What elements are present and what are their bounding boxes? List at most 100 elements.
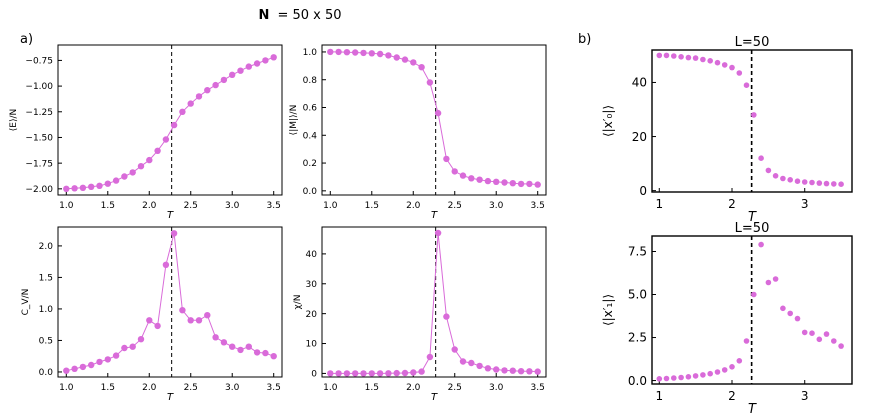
data-point (79, 184, 87, 191)
chart-specific-heat: 1.0 1.5 2.0 2.5 3.0 3.5 0.0 0.5 1.0 1.5 2.0 T C_V/N (21, 226, 283, 403)
data-point (671, 53, 677, 59)
data-point (476, 176, 483, 183)
data-point (484, 177, 492, 185)
data-point (327, 370, 334, 377)
data-point (79, 363, 87, 371)
data-point (663, 375, 670, 382)
data-point (253, 349, 261, 356)
data-point (245, 343, 252, 350)
data-point (154, 322, 161, 330)
data-point (443, 313, 450, 320)
data-point (401, 369, 409, 377)
y-tick-label: 40 (632, 76, 647, 90)
x-tick-label: 1.5 (101, 201, 115, 211)
supertitle-rest: = 50 x 50 (277, 8, 341, 23)
y-tick-label: 0.0 (303, 187, 318, 197)
data-point (162, 261, 170, 268)
data-point (385, 370, 392, 377)
data-point (816, 336, 823, 343)
x-tick-label: 3.0 (225, 201, 240, 211)
x-tick-label: 3.0 (489, 383, 504, 393)
data-point (170, 230, 178, 237)
x-tick-label: 1.0 (323, 383, 338, 393)
data-point (459, 358, 467, 365)
data-point (468, 359, 475, 367)
data-point (253, 60, 261, 67)
data-point (692, 373, 699, 379)
chart-title: L=50 (735, 221, 770, 236)
data-point (410, 369, 417, 376)
y-tick-label: 1.0 (39, 305, 54, 315)
chart-magnetization: 1.0 1.5 2.0 2.5 3.0 3.5 0.0 0.2 0.4 0.6 0.8 1.0 T ⟨|M… (289, 44, 547, 221)
x-tick-label: 3.0 (225, 383, 240, 393)
data-point (517, 180, 525, 188)
data-point (831, 181, 837, 187)
series-line (330, 232, 538, 374)
data-point (229, 343, 236, 350)
y-axis-label: ⟨|M|⟩/N (289, 105, 299, 136)
x-axis-label: T (167, 210, 174, 221)
data-point (121, 173, 128, 180)
data-point (146, 156, 153, 164)
data-point (187, 100, 194, 107)
y-tick-label: 30 (306, 280, 318, 290)
data-point (179, 307, 186, 314)
y-tick-label: 20 (632, 130, 647, 144)
chart-pc1: 1 2 3 0.0 2.5 5.0 7.5 T ⟨|x′₁|⟩ L=50 (601, 221, 853, 417)
data-point (663, 52, 670, 59)
data-point (352, 370, 359, 377)
x-axis-label: T (431, 210, 438, 221)
x-tick-label: 2.5 (184, 383, 198, 393)
data-point (801, 329, 808, 336)
data-point (434, 229, 442, 237)
x-axis-label: T (167, 392, 174, 403)
data-point (137, 336, 145, 343)
x-tick-label: 3 (801, 197, 809, 211)
data-point (721, 62, 728, 68)
data-point (262, 57, 269, 64)
data-point (743, 338, 750, 344)
data-point (751, 291, 757, 298)
y-axis-label: ⟨E⟩/N (9, 109, 19, 131)
data-point (195, 93, 203, 100)
y-tick-label: 2.5 (628, 331, 647, 345)
data-point (270, 353, 277, 360)
data-point (360, 49, 367, 57)
data-point (245, 63, 252, 70)
chart-susceptibility: 1.0 1.5 2.0 2.5 3.0 3.5 0 10 20 30 40 Tχ/N (293, 226, 547, 403)
y-tick-label: −1.50 (25, 134, 53, 144)
data-point (343, 370, 351, 377)
data-point (137, 163, 145, 170)
data-point (823, 180, 830, 187)
x-tick-label: 2.0 (142, 201, 157, 211)
y-tick-label: 0.2 (303, 159, 317, 169)
x-tick-label: 1 (655, 197, 663, 211)
data-point (63, 367, 70, 374)
y-tick-label: 0.8 (303, 76, 318, 86)
y-tick-label: 0.4 (303, 131, 318, 141)
axes-frame (321, 226, 547, 378)
data-point (729, 364, 735, 370)
data-point (816, 180, 823, 186)
data-point (758, 155, 764, 161)
x-tick-label: 2.0 (142, 383, 157, 393)
data-point (751, 112, 757, 118)
data-point (212, 81, 219, 89)
y-tick-label: −0.75 (25, 57, 53, 67)
y-tick-label: 20 (306, 310, 318, 320)
data-point (96, 182, 103, 189)
data-point (63, 185, 70, 192)
y-tick-label: −1.25 (25, 108, 53, 118)
data-point (707, 58, 713, 64)
data-point (451, 346, 458, 353)
data-point (170, 121, 178, 129)
y-tick-label: 2.0 (39, 242, 54, 252)
data-point (393, 54, 400, 61)
data-point (71, 365, 78, 372)
data-point (71, 185, 78, 192)
y-tick-label: −1.00 (25, 82, 53, 92)
data-point (736, 70, 743, 76)
data-point (838, 343, 844, 349)
data-point (237, 67, 244, 74)
